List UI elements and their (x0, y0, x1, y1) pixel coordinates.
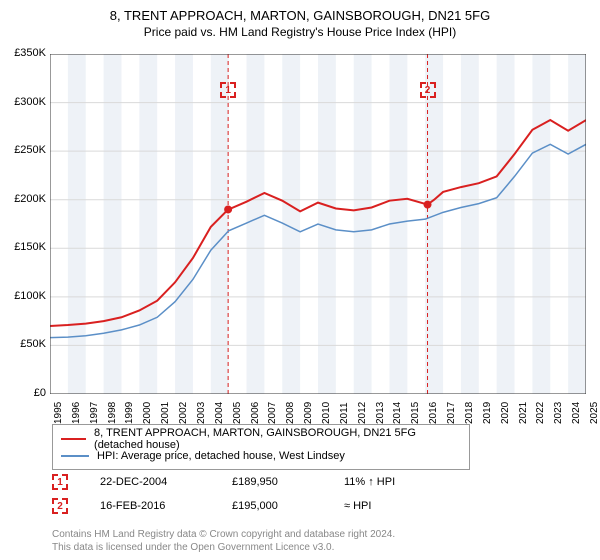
xtick-label: 2002 (178, 402, 189, 424)
chart-subtitle: Price paid vs. HM Land Registry's House … (0, 23, 600, 45)
sale-row: 1 22-DEC-2004 £189,950 11% ↑ HPI (52, 474, 434, 490)
sale-date: 22-DEC-2004 (100, 476, 200, 488)
ytick-label: £300K (0, 96, 46, 108)
plot-area (50, 54, 586, 394)
xtick-label: 2011 (339, 402, 350, 424)
sale-badge: 1 (52, 474, 68, 490)
sale-row: 2 16-FEB-2016 £195,000 ≈ HPI (52, 498, 434, 514)
ytick-label: £350K (0, 47, 46, 59)
xtick-label: 2008 (285, 402, 296, 424)
ytick-label: £0 (0, 387, 46, 399)
xtick-label: 1997 (89, 402, 100, 424)
ytick-label: £100K (0, 290, 46, 302)
xtick-label: 2014 (392, 402, 403, 424)
xtick-label: 2023 (553, 402, 564, 424)
sale-marker-badge: 1 (220, 82, 236, 98)
chart-title: 8, TRENT APPROACH, MARTON, GAINSBOROUGH,… (0, 0, 600, 23)
xtick-label: 2022 (535, 402, 546, 424)
xtick-label: 2007 (267, 402, 278, 424)
xtick-label: 2001 (160, 402, 171, 424)
sale-date: 16-FEB-2016 (100, 500, 200, 512)
xtick-label: 2000 (142, 402, 153, 424)
xtick-label: 2025 (589, 402, 600, 424)
xtick-label: 1995 (53, 402, 64, 424)
legend-swatch-1 (61, 438, 86, 440)
xtick-label: 2021 (518, 402, 529, 424)
legend-swatch-2 (61, 455, 89, 457)
legend-row-1: 8, TRENT APPROACH, MARTON, GAINSBOROUGH,… (61, 430, 461, 447)
xtick-label: 2009 (303, 402, 314, 424)
ytick-label: £200K (0, 193, 46, 205)
ytick-label: £150K (0, 241, 46, 253)
xtick-label: 1999 (124, 402, 135, 424)
chart-container: 8, TRENT APPROACH, MARTON, GAINSBOROUGH,… (0, 0, 600, 560)
sale-marker-badge: 2 (420, 82, 436, 98)
sale-price: £195,000 (232, 500, 312, 512)
xtick-label: 1998 (107, 402, 118, 424)
footer-line-1: Contains HM Land Registry data © Crown c… (52, 528, 395, 541)
xtick-label: 2016 (428, 402, 439, 424)
legend-box: 8, TRENT APPROACH, MARTON, GAINSBOROUGH,… (52, 424, 470, 470)
legend-label-1: 8, TRENT APPROACH, MARTON, GAINSBOROUGH,… (94, 427, 461, 451)
xtick-label: 2020 (500, 402, 511, 424)
xtick-label: 2018 (464, 402, 475, 424)
footer-text: Contains HM Land Registry data © Crown c… (52, 528, 395, 554)
chart-svg (50, 54, 586, 394)
legend-label-2: HPI: Average price, detached house, West… (97, 450, 345, 462)
ytick-label: £250K (0, 144, 46, 156)
sale-price: £189,950 (232, 476, 312, 488)
xtick-label: 2004 (214, 402, 225, 424)
xtick-label: 2012 (357, 402, 368, 424)
xtick-label: 2019 (482, 402, 493, 424)
xtick-label: 2006 (250, 402, 261, 424)
xtick-label: 2024 (571, 402, 582, 424)
xtick-label: 2013 (375, 402, 386, 424)
sale-badge: 2 (52, 498, 68, 514)
xtick-label: 2005 (232, 402, 243, 424)
ytick-label: £50K (0, 338, 46, 350)
xtick-label: 2015 (410, 402, 421, 424)
xtick-label: 2017 (446, 402, 457, 424)
sale-pct: ≈ HPI (344, 500, 434, 512)
xtick-label: 1996 (71, 402, 82, 424)
sale-pct: 11% ↑ HPI (344, 476, 434, 488)
xtick-label: 2003 (196, 402, 207, 424)
footer-line-2: This data is licensed under the Open Gov… (52, 541, 395, 554)
xtick-label: 2010 (321, 402, 332, 424)
